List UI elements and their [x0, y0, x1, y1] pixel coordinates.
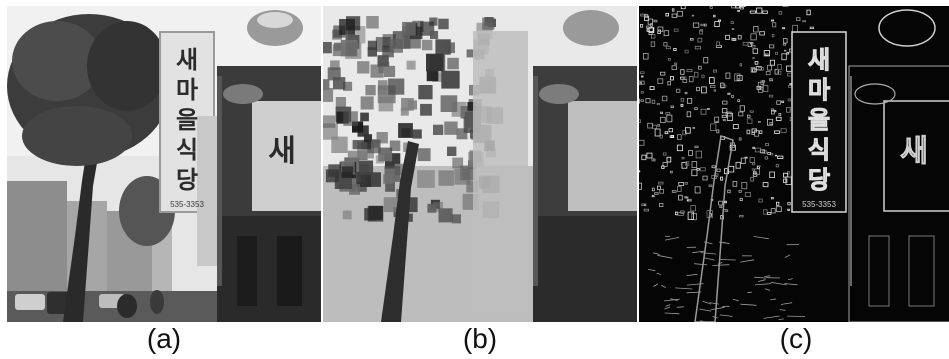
sign-phone: 535-3353 — [170, 200, 204, 209]
caption-a: (a) — [146, 323, 182, 354]
edge-sign-char-2: 마 — [808, 76, 830, 104]
edge-sign-char-5: 당 — [808, 166, 830, 194]
facade-char: 새 — [268, 134, 296, 169]
sign-char-4: 식 — [176, 136, 198, 164]
sign-char-3: 을 — [176, 106, 198, 134]
edge-sign-char-3: 을 — [808, 106, 830, 134]
edge-sign-char-4: 식 — [808, 136, 830, 164]
edge-speckles — [639, 6, 819, 322]
edge-sign-phone: 535-3353 — [802, 200, 836, 209]
sign-char-5: 당 — [176, 166, 198, 194]
caption-b: (b) — [462, 323, 498, 354]
street-photo-a: 새 마 을 식 당 535-3353 새 — [7, 6, 321, 322]
panel-c-edge-map: 새 마 을 식 당 535-3353 새 — [639, 6, 949, 322]
sign-char-1: 새 — [176, 46, 198, 74]
edge-facade-char: 새 — [900, 134, 928, 169]
edge-sign-char-1: 새 — [808, 46, 830, 74]
panel-b-blocky-image — [323, 6, 637, 322]
street-photo-b — [323, 6, 637, 322]
sign-char-2: 마 — [176, 76, 198, 104]
street-photo-c: 새 마 을 식 당 535-3353 새 — [639, 6, 949, 322]
panel-a-original-photo: 새 마 을 식 당 535-3353 새 — [7, 6, 321, 322]
caption-c: (c) — [779, 323, 813, 354]
